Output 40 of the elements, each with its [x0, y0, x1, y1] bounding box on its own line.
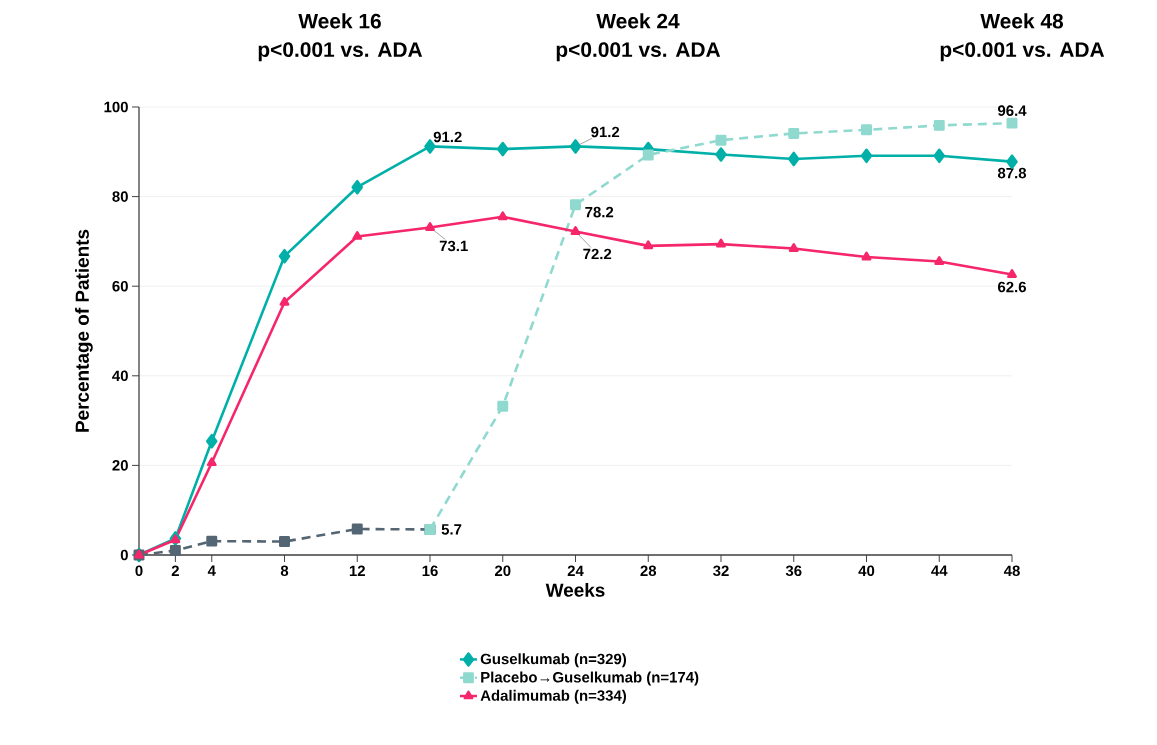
x-tick-label: 24 [567, 565, 584, 576]
x-tick-label: 2 [171, 565, 179, 576]
data-label: 91.2 [433, 131, 462, 143]
text: Week 24 [596, 13, 680, 29]
x-tick-label: 20 [494, 565, 511, 577]
x-tick-label: 12 [349, 565, 365, 576]
data-label: 62.6 [998, 281, 1026, 293]
x-tick-label: 28 [640, 565, 657, 577]
x-tick-label: 36 [785, 565, 802, 577]
text: Week 16 [298, 13, 381, 29]
data-label: 87.8 [997, 167, 1027, 179]
y-tick-label: 80 [112, 191, 128, 202]
x-tick-label: 40 [858, 565, 875, 577]
y-axis-title: Percentage of Patients [75, 229, 93, 432]
text: p<0.001 vs. ADA [940, 42, 1105, 62]
y-tick-label: 20 [112, 460, 128, 471]
legend-label: Adalimumab (n=334) [480, 689, 627, 704]
y-tick-label: 100 [104, 101, 128, 113]
data-label: 78.2 [585, 206, 614, 218]
x-axis-title: Weeks [545, 582, 605, 597]
legend-label: Placebo→Guselkumab (n=174) [481, 671, 699, 686]
x-tick-label: 4 [207, 565, 216, 576]
legend-label: Guselkumab (n=329) [480, 653, 627, 668]
y-tick-label: 0 [120, 549, 128, 561]
text: p<0.001 vs. ADA [556, 42, 721, 62]
x-tick-label: 0 [135, 565, 143, 577]
data-label: 96.4 [997, 105, 1027, 116]
x-tick-label: 48 [1003, 565, 1020, 577]
data-label: 73.1 [439, 240, 468, 252]
x-tick-label: 8 [280, 565, 289, 577]
x-tick-label: 16 [422, 565, 438, 577]
data-label: 5.7 [441, 524, 462, 535]
x-tick-label: 44 [931, 565, 948, 576]
x-tick-label: 32 [713, 565, 729, 577]
y-tick-label: 40 [112, 370, 128, 382]
data-label: 91.2 [591, 126, 620, 138]
text: Week 48 [980, 13, 1064, 29]
y-tick-label: 60 [112, 280, 128, 292]
text: p<0.001 vs. ADA [258, 42, 423, 62]
data-label: 72.2 [583, 248, 612, 260]
